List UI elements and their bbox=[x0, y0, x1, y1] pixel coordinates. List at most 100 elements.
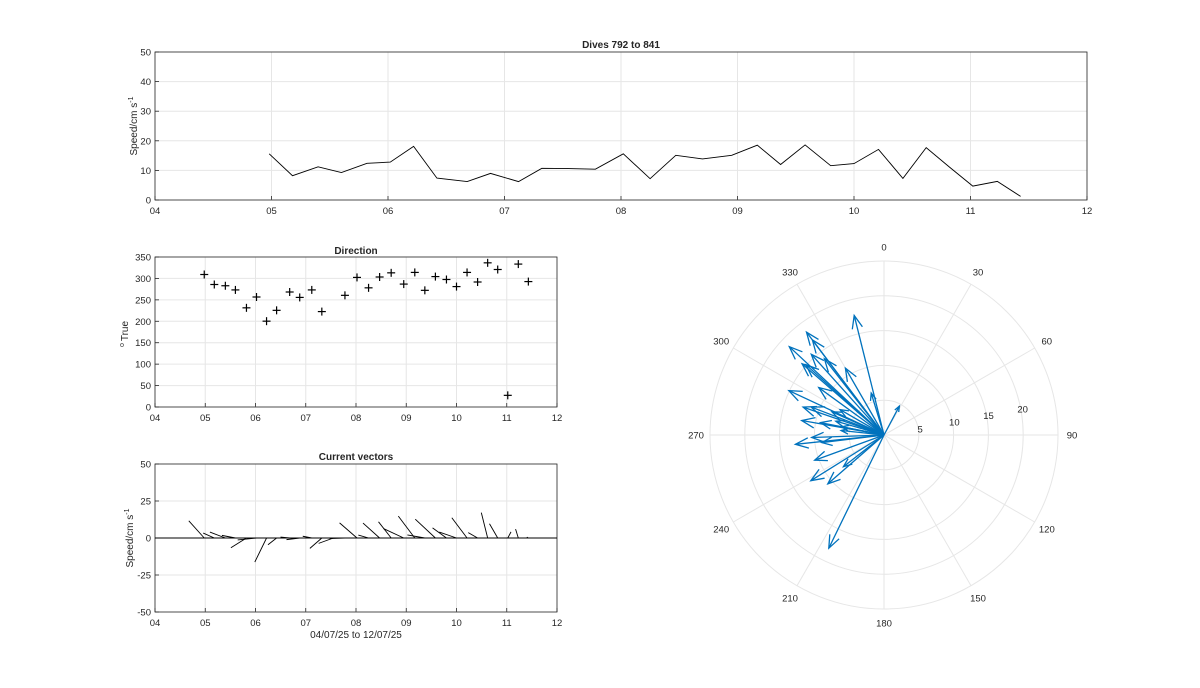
compass-arrow-head bbox=[826, 471, 841, 486]
vector-stick bbox=[362, 522, 380, 539]
compass-arrow bbox=[875, 429, 885, 436]
speed-ytick-label: 30 bbox=[140, 107, 151, 118]
direction-marker bbox=[493, 265, 502, 274]
compass-panel: 0 30 60 90 120 150 180 210 240 270 300 330 5 10 15 20 bbox=[688, 243, 1077, 630]
direction-xtick-label: 07 bbox=[300, 413, 311, 424]
compass-angle-label: 300 bbox=[713, 337, 729, 348]
compass-angle-label: 30 bbox=[973, 268, 984, 279]
direction-marker bbox=[375, 273, 384, 281]
vector-stick bbox=[383, 528, 404, 539]
compass-arrow-shaft bbox=[883, 405, 900, 436]
compass-arrow-head bbox=[787, 389, 803, 402]
direction-marker bbox=[473, 278, 482, 286]
compass-arrow-shaft bbox=[853, 315, 885, 436]
direction-marker bbox=[210, 280, 219, 289]
direction-xtick-label: 10 bbox=[451, 413, 462, 424]
direction-xtick-label: 12 bbox=[552, 413, 563, 424]
vector-stick bbox=[302, 535, 312, 539]
compass-arrow-shaft bbox=[810, 434, 885, 482]
compass-radial-label: 15 bbox=[983, 411, 994, 422]
compass-arrow-head bbox=[809, 469, 825, 482]
compass-arrow-head bbox=[823, 357, 837, 373]
vectors-xtick-label: 12 bbox=[552, 618, 563, 629]
vector-stick bbox=[526, 536, 529, 539]
compass-spoke bbox=[733, 434, 885, 523]
vector-stick bbox=[254, 537, 267, 563]
direction-marker bbox=[340, 291, 349, 300]
direction-xtick-label: 06 bbox=[250, 413, 261, 424]
direction-xtick-label: 09 bbox=[401, 413, 412, 424]
vector-stick bbox=[237, 537, 257, 541]
direction-xtick-label: 11 bbox=[502, 413, 512, 424]
speed-ytick-label: 50 bbox=[140, 48, 151, 59]
direction-marker bbox=[514, 260, 523, 269]
compass-arrow bbox=[844, 366, 885, 436]
vectors-ytick-label: 25 bbox=[140, 497, 151, 508]
compass-angle-label: 150 bbox=[970, 593, 986, 604]
compass-arrow-shaft bbox=[844, 367, 885, 436]
compass-arrow-head bbox=[788, 345, 803, 360]
speed-xtick-label: 06 bbox=[383, 206, 394, 217]
direction-marker bbox=[307, 285, 316, 294]
direction-marker bbox=[503, 391, 512, 400]
direction-marker bbox=[200, 270, 209, 279]
direction-marker bbox=[463, 268, 472, 277]
compass-arrow bbox=[809, 434, 885, 482]
vector-stick bbox=[203, 532, 215, 539]
compass-arrow bbox=[851, 313, 885, 436]
direction-marker bbox=[431, 272, 440, 281]
vector-stick bbox=[309, 537, 323, 549]
compass-radial-label: 20 bbox=[1017, 404, 1028, 415]
direction-xtick-label: 05 bbox=[200, 413, 211, 424]
vector-stick bbox=[221, 534, 236, 539]
compass-arrow bbox=[813, 434, 885, 462]
compass-arrow-head bbox=[828, 534, 840, 550]
direction-panel: Direction oTrue 04 05 06 07 08 09 10 11 12 0 50 100… bbox=[119, 246, 562, 424]
direction-ytick-label: 100 bbox=[135, 360, 151, 371]
direction-marker bbox=[242, 303, 251, 312]
compass-arrow-shaft bbox=[870, 392, 885, 436]
vectors-title: Current vectors bbox=[319, 452, 394, 463]
compass-spoke bbox=[883, 434, 1035, 523]
compass-arrow-head bbox=[801, 405, 818, 417]
speed-xtick-label: 04 bbox=[150, 206, 161, 217]
speed-xtick-label: 07 bbox=[499, 206, 510, 217]
direction-marker bbox=[387, 268, 396, 277]
compass-spoke bbox=[883, 434, 972, 586]
compass-arrow-shaft bbox=[827, 434, 885, 485]
compass-angle-label: 60 bbox=[1042, 337, 1053, 348]
direction-xtick-label: 08 bbox=[351, 413, 362, 424]
compass-angle-label: 0 bbox=[881, 243, 886, 254]
compass-arrow-head bbox=[799, 416, 816, 429]
compass-spoke bbox=[796, 434, 885, 586]
direction-marker bbox=[410, 268, 419, 277]
compass-arrow bbox=[799, 416, 885, 436]
compass-arrow-head bbox=[851, 313, 863, 330]
compass-arrow bbox=[828, 434, 885, 550]
vectors-xtick-label: 11 bbox=[502, 618, 512, 629]
direction-marker bbox=[483, 258, 492, 267]
compass-radial-label: 5 bbox=[918, 424, 923, 435]
compass-arrow-head bbox=[809, 431, 825, 443]
compass-arrow-head bbox=[818, 419, 833, 430]
vector-stick bbox=[339, 522, 358, 539]
speed-panel: Speed/cm s-1 04 05 06 07 08 09 10 11 12 0 10 20 30 40… bbox=[128, 40, 1092, 217]
compass-arrow-shaft bbox=[811, 339, 885, 436]
direction-marker bbox=[364, 283, 373, 292]
speed-ytick-label: 40 bbox=[140, 77, 151, 88]
direction-ylabel: oTrue bbox=[119, 321, 131, 348]
vector-stick bbox=[378, 521, 392, 539]
compass-arrow-head bbox=[813, 450, 828, 462]
speed-title: Dives 792 to 841 bbox=[582, 40, 660, 51]
compass-arrow-head bbox=[894, 404, 901, 413]
vectors-xtick-label: 05 bbox=[200, 618, 211, 629]
compass-angle-label: 90 bbox=[1067, 431, 1078, 442]
vector-stick bbox=[358, 534, 369, 539]
direction-marker bbox=[295, 293, 304, 302]
compass-arrow bbox=[810, 352, 885, 436]
vector-stick bbox=[407, 534, 425, 539]
vector-stick bbox=[451, 517, 468, 539]
compass-arrow-shaft bbox=[818, 387, 885, 436]
compass-arrow-head bbox=[804, 363, 820, 378]
